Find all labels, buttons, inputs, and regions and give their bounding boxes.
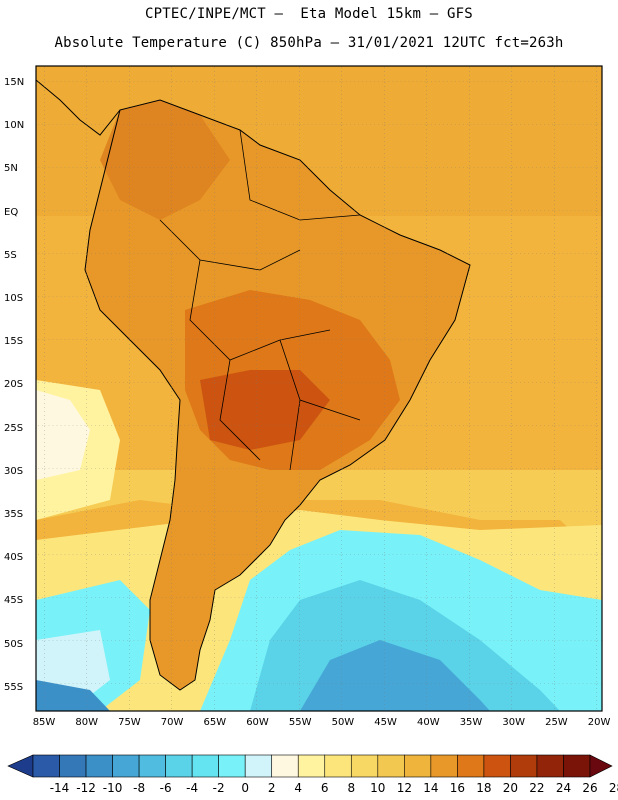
colorbar-bin bbox=[563, 754, 591, 778]
colorbar-bin bbox=[536, 754, 564, 778]
lat-label: 45S bbox=[4, 595, 24, 607]
lon-label: 55W bbox=[288, 717, 312, 728]
colorbar-label: -4 bbox=[186, 781, 199, 795]
lon-label: 45W bbox=[374, 717, 397, 728]
colorbar-label: 12 bbox=[396, 781, 412, 795]
colorbar-bin bbox=[191, 754, 219, 778]
colorbar-label: -2 bbox=[212, 781, 225, 795]
title-line-1: CPTEC/INPE/MCT – Eta Model 15km – GFS bbox=[145, 6, 473, 22]
lat-label: 25S bbox=[4, 422, 24, 434]
colorbar-label: 20 bbox=[502, 781, 519, 795]
lat-label: 15N bbox=[4, 77, 25, 88]
colorbar-bin bbox=[297, 754, 326, 778]
lon-label: 30W bbox=[502, 717, 525, 728]
lon-label: 25W bbox=[545, 717, 568, 728]
colorbar-label: 2 bbox=[267, 781, 276, 795]
lon-label: 80W bbox=[75, 717, 98, 728]
colorbar-bin bbox=[59, 754, 87, 778]
colorbar-bin bbox=[218, 754, 246, 778]
colorbar-label: -14 bbox=[49, 781, 70, 795]
lat-label: 5S bbox=[4, 249, 17, 261]
colorbar-bin bbox=[112, 754, 140, 778]
colorbar-bin bbox=[404, 754, 432, 778]
colorbar-label: -8 bbox=[133, 781, 146, 795]
colorbar-label: -10 bbox=[102, 781, 123, 795]
colorbar-label: 16 bbox=[449, 781, 466, 795]
colorbar-bin bbox=[430, 754, 458, 778]
lat-label: 55S bbox=[4, 681, 24, 693]
colorbar-bin bbox=[138, 754, 166, 778]
colorbar-label: 0 bbox=[241, 781, 249, 795]
colorbar-label: 18 bbox=[476, 781, 492, 795]
colorbar-label: 6 bbox=[320, 781, 329, 795]
colorbar-label: 22 bbox=[529, 781, 545, 795]
lon-label: 70W bbox=[160, 717, 184, 728]
lat-label: 10S bbox=[4, 293, 24, 304]
lon-label: 35W bbox=[459, 717, 483, 728]
colorbar-bin bbox=[32, 754, 60, 778]
lat-label: 15S bbox=[4, 336, 24, 348]
colorbar-min-arrow bbox=[7, 754, 34, 778]
lon-label: 75W bbox=[118, 717, 141, 728]
lon-label: 60W bbox=[246, 717, 269, 728]
colorbar-bin bbox=[510, 754, 538, 778]
colorbar-label: -12 bbox=[76, 781, 96, 795]
colorbar-bin bbox=[165, 754, 193, 778]
colorbar-label: 8 bbox=[347, 781, 356, 795]
colorbar-bin bbox=[350, 754, 379, 778]
lat-label: 50S bbox=[4, 638, 24, 650]
colorbar-label: 26 bbox=[582, 781, 598, 795]
colorbar-bin bbox=[324, 754, 352, 778]
lat-label: 20S bbox=[4, 379, 24, 391]
lon-label: 40W bbox=[416, 717, 440, 728]
colorbar-label: 10 bbox=[370, 781, 386, 795]
title-line-2: Absolute Temperature (C) 850hPa – 31/01/… bbox=[54, 35, 564, 51]
lat-label: 5N bbox=[4, 163, 18, 175]
lon-label: 65W bbox=[203, 717, 227, 728]
lat-label: 40S bbox=[4, 552, 24, 564]
colorbar-label: 24 bbox=[555, 781, 572, 795]
colorbar-label: 28 bbox=[608, 781, 618, 795]
colorbar-max-arrow bbox=[589, 754, 613, 778]
lat-label: 35S bbox=[4, 509, 24, 520]
colorbar-bin bbox=[85, 754, 113, 778]
lat-label: EQ bbox=[4, 206, 19, 218]
colorbar-label: 14 bbox=[423, 781, 439, 795]
colorbar-bin bbox=[271, 754, 299, 778]
lat-label: 10N bbox=[4, 120, 25, 132]
colorbar-bin bbox=[457, 754, 485, 778]
colorbar-bin bbox=[483, 754, 511, 778]
colorbar-label: 4 bbox=[294, 781, 303, 795]
lon-label: 85W bbox=[32, 717, 56, 728]
colorbar-bin bbox=[377, 754, 405, 778]
lat-label: 30S bbox=[4, 465, 24, 477]
lon-label: 50W bbox=[331, 717, 355, 728]
lon-label: 20W bbox=[587, 717, 611, 728]
colorbar-bin bbox=[244, 754, 273, 778]
colorbar-label: -6 bbox=[159, 781, 172, 795]
